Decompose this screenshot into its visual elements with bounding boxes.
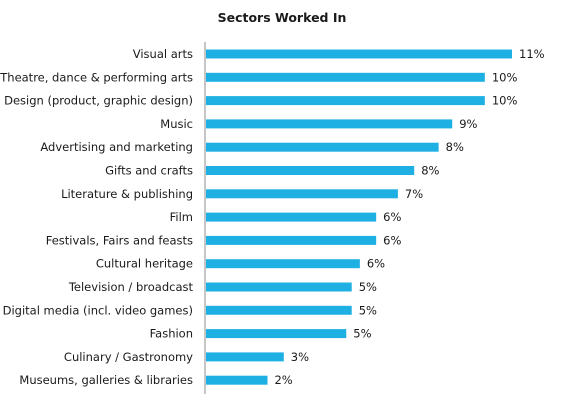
bar [206,49,512,59]
category-label: Museums, galleries & libraries [19,373,193,387]
category-label: Gifts and crafts [105,164,193,178]
category-label: Culinary / Gastronomy [64,350,193,364]
bar [206,166,415,175]
category-label: Theatre, dance & performing arts [0,70,193,84]
category-label: Literature & publishing [61,187,193,201]
data-label: 10% [492,70,518,84]
data-label: 3% [291,350,309,364]
category-label: Television / broadcast [68,280,194,294]
bar [206,375,268,385]
data-label: 8% [421,164,439,178]
data-label: 5% [359,303,377,317]
bar [206,212,377,222]
data-label: 6% [367,257,385,271]
category-label: Advertising and marketing [40,140,193,154]
data-label: 6% [383,210,401,224]
category-label: Festivals, Fairs and feasts [46,233,193,247]
data-label: 9% [459,117,477,131]
data-label: 2% [274,373,292,387]
data-label: 7% [405,187,423,201]
bar [206,235,377,245]
data-label: 6% [383,233,401,247]
chart-title: Sectors Worked In [217,10,347,25]
category-label: Fashion [150,327,193,341]
category-label: Music [160,117,193,131]
bar [206,119,453,129]
data-label: 5% [359,280,377,294]
bar [206,329,347,339]
data-label: 8% [446,140,464,154]
bar [206,352,284,362]
bar [206,96,485,106]
bar [206,259,360,269]
bar [206,305,352,315]
data-label: 10% [492,94,518,108]
bar [206,189,398,199]
bar [206,282,352,292]
category-label: Digital media (incl. video games) [3,303,193,317]
bar [206,72,485,82]
bar [206,142,439,152]
category-label: Visual arts [133,47,193,61]
data-label: 11% [519,47,545,61]
data-label: 5% [353,327,371,341]
category-label: Cultural heritage [96,257,193,271]
category-label: Film [170,210,193,224]
category-label: Design (product, graphic design) [4,94,193,108]
